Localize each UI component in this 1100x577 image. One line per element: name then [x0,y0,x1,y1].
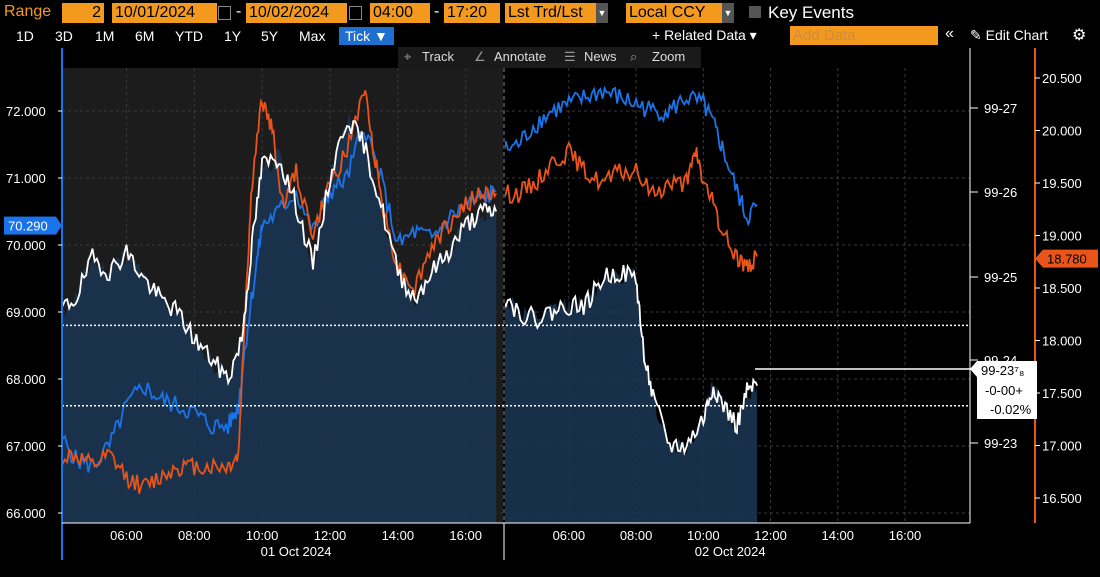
date-separator: - [236,3,242,20]
zoom-button[interactable]: Zoom [652,49,686,64]
mid-tick-label: 99-23 [984,436,1017,451]
x-tick-label-day2: 06:00 [553,528,586,543]
date-label-day2: 02 Oct 2024 [695,544,766,559]
blue-series-line-day2 [505,85,758,227]
left-last-value-badge [4,216,56,235]
left-tick-label: 68.000 [6,372,46,387]
news-button[interactable]: News [584,49,617,64]
date-label-day1: 01 Oct 2024 [261,544,332,559]
right-tick-label: 18.000 [1042,334,1082,349]
white-series-line-day1 [62,120,498,387]
mid-last-value-box [970,361,1037,419]
tab-ytd[interactable]: YTD [175,28,203,44]
price-type-dropdown-icon[interactable]: ▼ [596,3,608,23]
tab-tick[interactable]: Tick ▼ [339,27,394,45]
price-type-select[interactable]: Lst Trd/Lst [505,3,597,23]
mid-last-value: 99-23⁷₈ [981,363,1024,378]
key-events-label: Key Events [768,3,854,22]
right-tick-label: 17.000 [1042,439,1082,454]
white-series-line-day2 [505,263,758,456]
blue-series-line-day1 [62,130,497,473]
collapse-icon[interactable]: « [945,25,954,42]
left-last-value-arrow [56,216,62,235]
x-tick-label-day1: 14:00 [382,528,415,543]
white-series-area-day1 [62,113,497,523]
start-date-input[interactable]: 10/01/2024 [112,3,217,23]
tab-1y[interactable]: 1Y [224,28,242,44]
right-tick-label: 20.000 [1042,124,1082,139]
range-value-input[interactable]: 2 [62,3,104,23]
end-time-input[interactable]: 17:20 [444,3,500,23]
left-last-value-label: 70.290 [8,219,48,234]
tab-1d[interactable]: 1D [16,28,34,44]
x-tick-label-day1: 06:00 [110,528,143,543]
x-tick-label-day2: 16:00 [889,528,922,543]
annotate-button[interactable]: Annotate [494,49,547,64]
left-tick-label: 69.000 [6,305,46,320]
time-separator: - [434,3,440,20]
mid-pct-change: -0.02% [990,402,1032,417]
x-tick-label-day2: 10:00 [687,528,720,543]
end-date-input[interactable]: 10/02/2024 [246,3,347,23]
currency-select[interactable]: Local CCY [626,3,723,23]
range-label: Range [4,3,52,20]
right-tick-label: 20.500 [1042,71,1082,86]
right-tick-label: 18.500 [1042,281,1082,296]
x-tick-label-day2: 12:00 [754,528,787,543]
tab-1m[interactable]: 1M [95,28,115,44]
end-calendar-icon[interactable] [349,6,362,20]
red-series-line-day2 [505,140,758,273]
tab-3d[interactable]: 3D [55,28,73,44]
white-series-area-day2 [505,267,758,523]
currency-dropdown-icon[interactable]: ▼ [722,3,734,23]
left-tick-label: 66.000 [6,506,46,521]
related-data-button[interactable]: + Related Data ▾ [652,27,757,43]
chart-tools-bar: ⌖ Track ∠ Annotate ☰ News ⌕ Zoom [398,47,701,68]
left-tick-label: 71.000 [6,171,46,186]
x-tick-label-day2: 08:00 [620,528,653,543]
right-tick-label: 16.500 [1042,491,1082,506]
add-data-input[interactable]: Add Data [790,26,938,45]
left-tick-label: 70.000 [6,238,46,253]
zoom-icon[interactable]: ⌕ [630,49,638,64]
x-tick-label-day1: 12:00 [314,528,347,543]
mid-tick-label: 99-25 [984,270,1017,285]
track-button[interactable]: Track [422,49,455,64]
red-series-line-day1 [62,90,497,495]
left-tick-label: 67.000 [6,439,46,454]
x-tick-label-day1: 16:00 [449,528,482,543]
annotate-icon[interactable]: ∠ [474,49,486,64]
right-last-value-label: 18.780 [1047,252,1087,267]
gear-icon[interactable]: ⚙ [1072,27,1087,44]
news-icon[interactable]: ☰ [564,49,576,64]
tab-5y[interactable]: 5Y [261,28,279,44]
x-tick-label-day2: 14:00 [821,528,854,543]
right-tick-label: 17.500 [1042,386,1082,401]
left-tick-label: 72.000 [6,104,46,119]
tab-max[interactable]: Max [299,28,326,44]
mid-change: -0-00+ [985,383,1023,398]
top-toolbar: Range 2 10/01/2024 - 10/02/2024 04:00 - … [0,0,1100,25]
tab-6m[interactable]: 6M [135,28,155,44]
right-tick-label: 19.000 [1042,229,1082,244]
start-calendar-icon[interactable] [218,6,231,20]
right-tick-label: 19.500 [1042,176,1082,191]
x-tick-label-day1: 10:00 [246,528,279,543]
track-icon[interactable]: ⌖ [404,49,412,64]
mid-tick-label: 99-26 [984,185,1017,200]
mid-tick-label: 99-27 [984,101,1017,116]
key-events-checkbox[interactable] [749,6,761,18]
x-tick-label-day1: 08:00 [178,528,211,543]
right-last-value-badge [1035,249,1098,268]
edit-chart-button[interactable]: ✎ Edit Chart [970,27,1048,43]
start-time-input[interactable]: 04:00 [370,3,430,23]
